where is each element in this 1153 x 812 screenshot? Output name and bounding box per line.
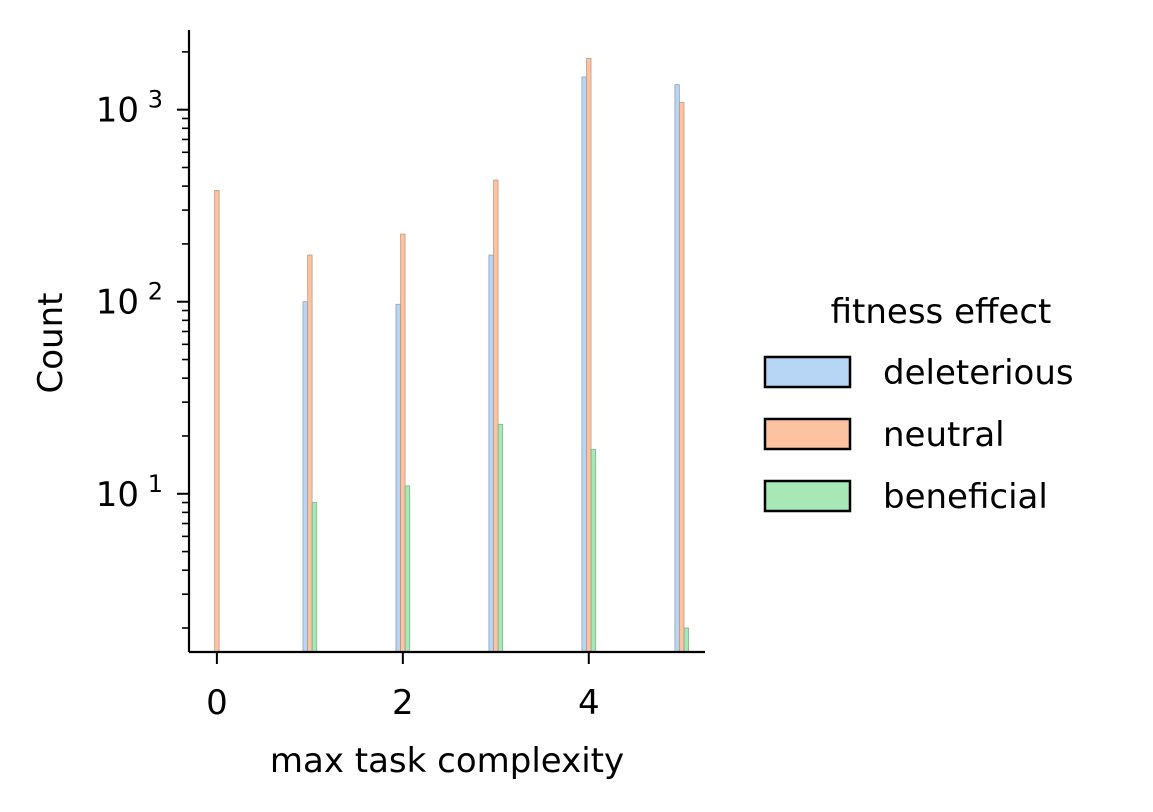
bar-neutral-3 bbox=[493, 179, 499, 653]
bar-neutral-1 bbox=[307, 254, 313, 653]
bar-deleterious-4 bbox=[581, 76, 587, 653]
x-axis-label: max task complexity bbox=[270, 741, 624, 781]
bar-neutral-0 bbox=[214, 189, 220, 653]
legend-swatch-deleterious bbox=[763, 355, 852, 389]
legend-title: fitness effect bbox=[831, 292, 1052, 332]
bar-beneficial-5 bbox=[683, 627, 690, 653]
legend: fitness effect deleterious neutral benefic… bbox=[763, 292, 1074, 517]
bar-neutral-5 bbox=[679, 102, 685, 653]
x-tick-label: 0 bbox=[206, 683, 228, 723]
x-tick-label: 4 bbox=[578, 683, 600, 723]
legend-swatch-beneficial bbox=[763, 479, 852, 513]
y-minor-ticks bbox=[182, 51, 189, 629]
y-axis-label: Count bbox=[31, 293, 71, 394]
x-ticks: 0 2 4 bbox=[206, 652, 600, 723]
bar-beneficial-4 bbox=[590, 449, 597, 653]
bar-deleterious-2 bbox=[395, 303, 401, 653]
bar-beneficial-1 bbox=[311, 502, 318, 653]
bar-deleterious-5 bbox=[674, 84, 680, 653]
legend-label-neutral: neutral bbox=[883, 415, 1005, 455]
y-tick-label: 10 3 bbox=[96, 86, 163, 131]
legend-label-beneficial: beneficial bbox=[883, 477, 1048, 517]
x-tick-label: 2 bbox=[392, 683, 414, 723]
bar-beneficial-2 bbox=[404, 485, 411, 653]
y-tick-label: 10 2 bbox=[96, 278, 163, 323]
bars-layer bbox=[214, 57, 690, 653]
y-tick-label: 10 1 bbox=[96, 470, 163, 515]
bar-deleterious-3 bbox=[488, 254, 494, 653]
legend-swatch-neutral bbox=[763, 417, 852, 451]
bar-deleterious-1 bbox=[302, 301, 308, 653]
legend-label-deleterious: deleterious bbox=[883, 353, 1074, 393]
bar-beneficial-3 bbox=[497, 423, 504, 653]
bar-neutral-4 bbox=[586, 57, 592, 653]
bar-neutral-2 bbox=[400, 233, 406, 653]
